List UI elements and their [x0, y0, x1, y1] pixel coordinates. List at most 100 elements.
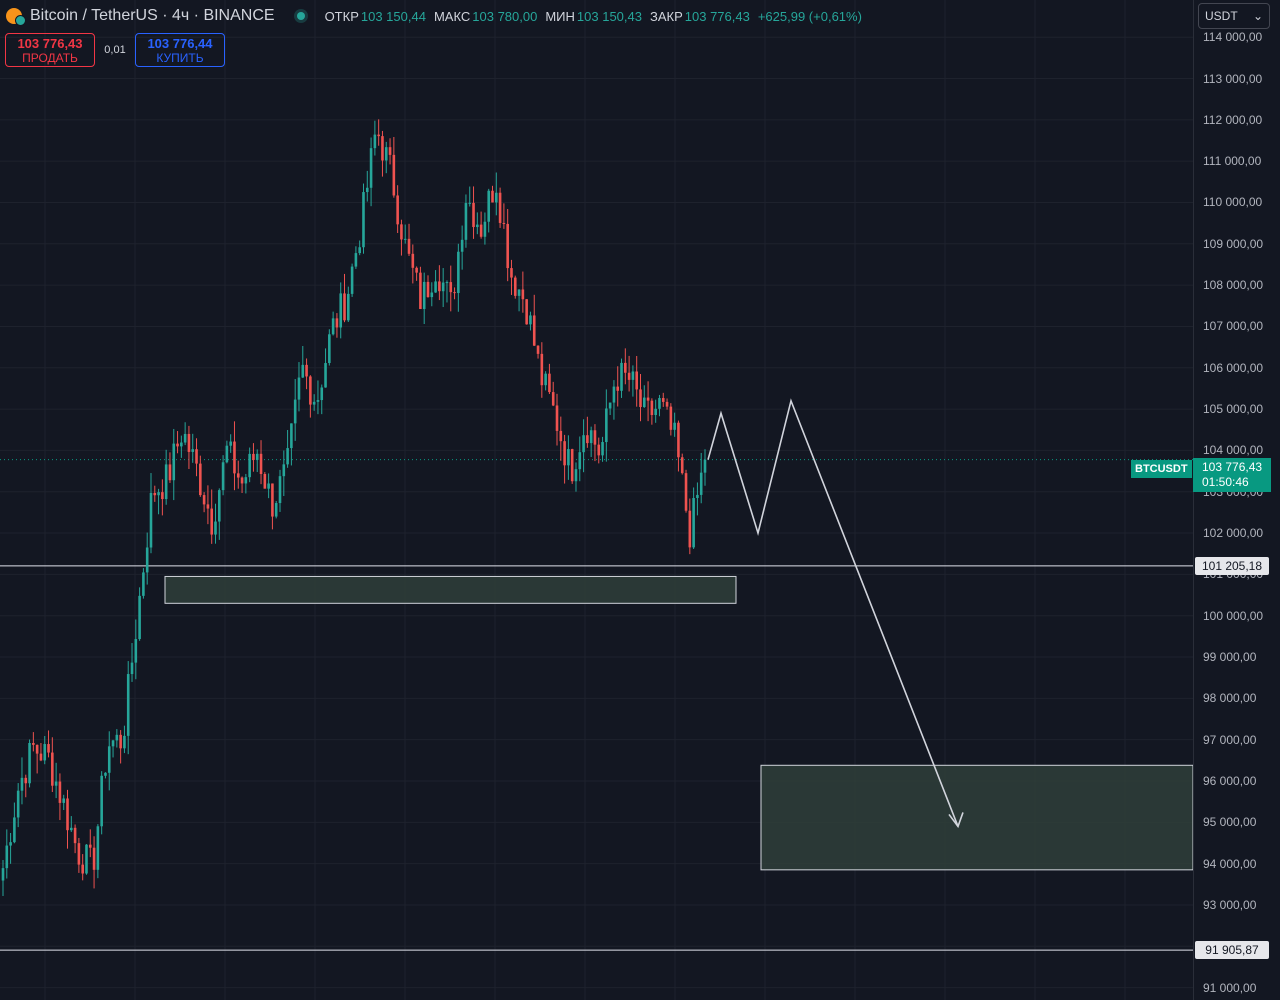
candle-body	[377, 134, 380, 137]
currency-select[interactable]: USDT ⌄	[1198, 3, 1270, 29]
candle-body	[616, 386, 620, 391]
candle-body	[460, 239, 464, 252]
candle-body	[16, 790, 20, 818]
demand-zone	[164, 575, 737, 604]
candle-body	[688, 510, 692, 548]
candle-body	[225, 445, 229, 463]
price-tick-label: 113 000,00	[1203, 71, 1263, 86]
candle-body	[472, 202, 475, 228]
candle-body	[180, 442, 183, 447]
candle-body	[305, 364, 308, 377]
candle-body	[267, 483, 270, 489]
candle-body	[70, 827, 73, 831]
price-tick-label: 109 000,00	[1203, 236, 1264, 251]
price-chart[interactable]	[0, 0, 1193, 1000]
candle-body	[354, 253, 358, 267]
candle-body	[290, 423, 293, 449]
candle-body	[513, 277, 517, 296]
candle-body	[85, 844, 88, 874]
candle-body	[419, 272, 422, 310]
price-tick-label: 93 000,00	[1203, 897, 1257, 912]
candle-body	[582, 435, 585, 453]
candle-body	[517, 289, 521, 296]
candle-body	[445, 282, 449, 284]
candle-body	[316, 400, 320, 402]
candle-body	[540, 353, 544, 386]
candle-body	[457, 251, 460, 294]
candle-body	[301, 364, 305, 378]
candle-body	[145, 547, 149, 573]
candle-body	[388, 147, 392, 155]
price-tick-label: 114 000,00	[1203, 30, 1263, 45]
bar-countdown: 01:50:46	[1202, 475, 1249, 489]
candle-body	[551, 392, 555, 406]
candle-body	[138, 595, 141, 640]
candle-body	[373, 134, 377, 149]
candle-body	[529, 315, 532, 325]
bitcoin-logo-icon	[6, 8, 26, 26]
candle-body	[339, 293, 343, 328]
price-tick-label: 105 000,00	[1203, 402, 1264, 417]
price-tick-label: 107 000,00	[1203, 319, 1264, 334]
candle-body	[415, 267, 418, 273]
candle-body	[210, 508, 214, 535]
price-axis[interactable]	[1193, 0, 1280, 1000]
candle-body	[28, 743, 31, 784]
candle-body	[9, 842, 12, 846]
candle-body	[498, 192, 502, 223]
sell-price: 103 776,43	[17, 36, 83, 51]
candle-body	[430, 292, 434, 298]
candle-body	[324, 363, 327, 388]
candle-body	[126, 674, 130, 736]
candle-body	[669, 406, 673, 430]
candle-body	[601, 442, 604, 456]
candle-body	[559, 430, 563, 442]
candle-body	[252, 453, 255, 460]
price-tick-label: 97 000,00	[1203, 732, 1257, 747]
candle-body	[229, 441, 232, 446]
candle-body	[441, 282, 445, 292]
sell-button[interactable]: 103 776,43 ПРОДАТЬ	[5, 33, 95, 67]
candle-body	[578, 452, 582, 470]
candle-body	[631, 371, 635, 380]
candle-body	[684, 473, 688, 511]
buy-price: 103 776,44	[147, 36, 213, 51]
chart-header: Bitcoin / TetherUS · 4ч · BINANCE ОТКР 1…	[0, 0, 1190, 32]
candle-body	[650, 400, 654, 415]
candle-body	[100, 775, 103, 827]
candle-body	[255, 453, 259, 460]
candle-body	[172, 443, 176, 481]
symbol-title[interactable]: Bitcoin / TetherUS · 4ч · BINANCE	[30, 7, 275, 24]
candle-body	[20, 777, 24, 791]
sell-label: ПРОДАТЬ	[22, 51, 78, 65]
candle-body	[39, 753, 43, 761]
candle-body	[206, 504, 210, 509]
candle-body	[639, 389, 642, 408]
last-price-tag: 103 776,43 01:50:46	[1193, 458, 1271, 492]
candle-body	[58, 781, 62, 803]
candle-body	[293, 399, 297, 424]
candle-body	[32, 743, 35, 745]
candle-body	[381, 136, 384, 161]
symbol-tag: BTCUSDT	[1131, 460, 1192, 478]
candle-body	[134, 639, 138, 663]
price-tick-label: 94 000,00	[1203, 856, 1257, 871]
candle-body	[81, 864, 84, 874]
buy-button[interactable]: 103 776,44 КУПИТЬ	[135, 33, 225, 67]
candle-body	[692, 498, 695, 548]
candle-body	[142, 572, 145, 596]
candle-body	[214, 521, 217, 535]
candle-body	[620, 362, 623, 391]
candle-body	[365, 187, 369, 193]
candle-body	[47, 744, 50, 753]
candle-body	[123, 735, 126, 749]
candle-body	[221, 462, 225, 491]
candle-body	[350, 266, 354, 294]
candle-body	[703, 459, 707, 473]
candle-body	[278, 476, 282, 504]
demand-zone	[760, 764, 1193, 871]
ohlc-low-label: МИН	[545, 8, 575, 24]
projection-path	[707, 398, 959, 827]
candle-body	[282, 464, 286, 477]
candle-body	[335, 318, 339, 328]
